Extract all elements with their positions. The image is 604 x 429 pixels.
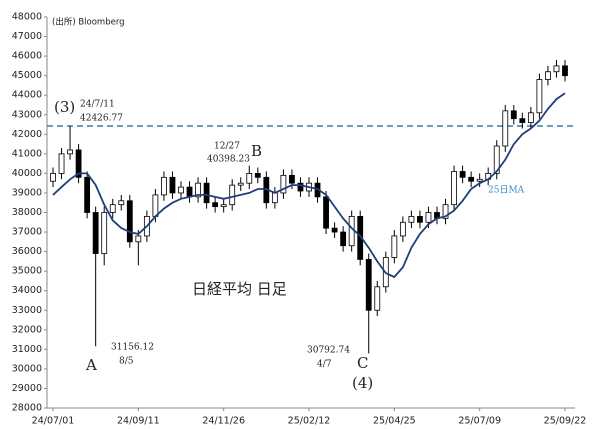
candle-body [280,174,287,194]
y-tick-label: 42000 [12,129,42,140]
annotation: 8/5 [119,357,134,367]
y-tick-label: 48000 [12,12,42,23]
annotation: 30792.74 [307,346,350,356]
candle-body [545,71,551,80]
candle-body [323,196,329,229]
candle-body [510,110,517,120]
candle-body [331,227,338,233]
y-tick-label: 41000 [12,148,42,159]
candle-body [101,212,108,254]
candle-body [348,216,355,247]
annotation: A [85,356,97,374]
x-tick-label: 25/04/25 [373,416,416,427]
annotation: 31156.12 [111,343,154,353]
candle-body [92,212,99,254]
y-tick-label: 43000 [12,109,42,120]
candle-body [527,112,534,123]
candle-body [254,172,261,178]
annotation: 4/7 [317,360,332,370]
annotation: B [251,142,262,160]
y-tick-label: 44000 [12,90,42,101]
y-tick-label: 47000 [12,31,42,42]
y-tick-label: 38000 [12,207,42,218]
candle-body [519,118,526,123]
candle-body [58,153,65,174]
y-tick-label: 45000 [12,70,42,81]
y-tick-label: 30000 [12,363,42,374]
candle-body [220,204,227,208]
annotation: 40398.23 [207,155,250,165]
candle-body [536,79,543,114]
candle-body [237,182,244,186]
candle-body [195,182,201,198]
candle-body [203,182,210,204]
candle-body [459,171,466,178]
candle-body [84,176,91,213]
y-tick-label: 34000 [12,285,42,296]
annotation: 42426.77 [80,114,123,124]
x-tick-label: 24/11/26 [202,416,245,427]
candle-body [399,221,406,237]
y-tick-label: 39000 [12,187,42,198]
y-tick-label: 40000 [12,168,42,179]
candle-body [135,235,142,243]
candle-body [118,200,125,206]
source: (出所) Bloomberg [52,17,125,28]
annotation: 24/7/11 [80,100,115,110]
candle-body [553,65,560,73]
candle-body [152,194,159,217]
candle-body [562,65,568,77]
y-tick-label: 37000 [12,227,42,238]
chart-title: 日経平均 日足 [192,280,287,298]
ma-line [52,92,566,279]
candle-body [271,192,278,204]
x-tick-label: 25/07/09 [458,416,501,427]
y-tick-label: 46000 [12,51,42,62]
y-tick-label: 31000 [12,344,42,355]
candle-body [178,186,184,194]
candle-body [502,110,509,147]
x-tick-label: 25/09/22 [544,416,587,427]
ma-label: 25日MA [488,185,525,196]
candle-body [246,172,253,184]
x-tick-label: 24/07/01 [32,416,75,427]
candle-body [442,204,449,219]
annotation: 12/27 [214,142,240,152]
candle-body [493,145,500,174]
candle-body [126,200,133,243]
y-tick-label: 28000 [12,403,42,414]
candle-body [297,182,304,192]
candle-body [169,176,176,194]
candle-body [374,286,381,311]
y-tick-label: 29000 [12,383,42,394]
candle-body [50,172,56,182]
x-tick-label: 25/02/12 [288,416,331,427]
candle-body [408,216,415,223]
candle-body [75,149,82,178]
x-tick-label: 24/09/11 [117,416,160,427]
candle-body [391,235,398,258]
annotation: C [357,354,368,372]
y-tick-label: 33000 [12,305,42,316]
candle-body [109,204,116,213]
y-tick-label: 36000 [12,246,42,257]
candle-body [425,212,432,223]
candle-body [365,259,372,311]
candle-body [161,176,167,196]
y-tick-label: 35000 [12,266,42,277]
candle-body [417,216,423,223]
candle-body [340,231,347,247]
candle-body [212,202,219,208]
candle-body [67,149,73,155]
y-tick-label: 32000 [12,324,42,335]
candle-body [476,178,483,182]
candle-body [186,186,193,198]
annotation: (4) [352,374,373,392]
candle-body [289,174,295,184]
candle-body [468,176,475,182]
annotation: (3) [54,98,75,116]
candle-body [451,171,457,206]
candle-body [229,184,236,206]
